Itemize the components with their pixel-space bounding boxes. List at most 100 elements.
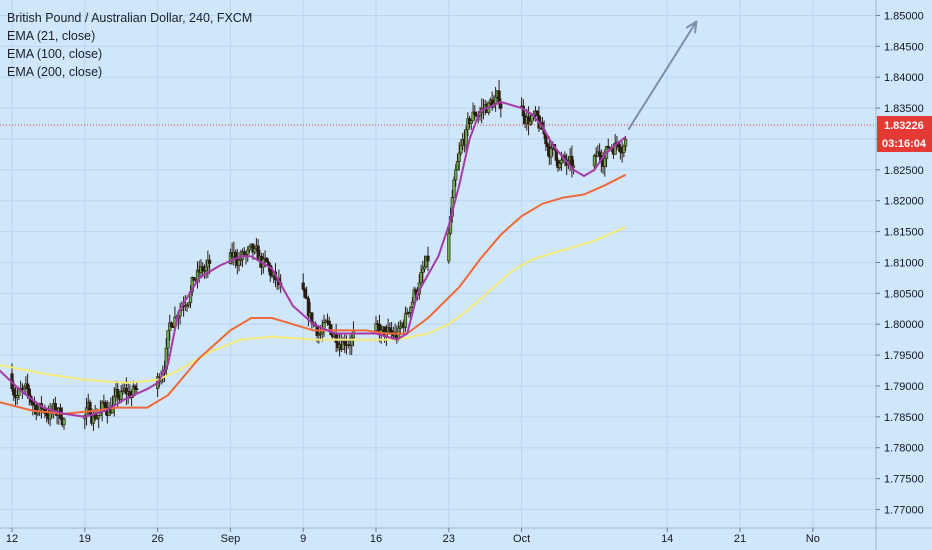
candle-up [493,96,498,104]
candle-up [559,159,564,164]
price-tick-label: 1.77000 [884,504,924,516]
candle-down [169,322,174,328]
candle-up [457,152,461,162]
candle-down [473,111,477,116]
candle-up [592,155,596,167]
price-tick-label: 1.84000 [884,72,924,84]
candle-down [25,383,30,390]
candle-up [558,163,562,169]
price-tick-label: 1.85000 [884,10,924,22]
candle-up [166,330,170,349]
time-tick-label: 12 [6,533,18,545]
ema100-line [0,173,627,415]
candle-down [135,388,139,390]
candle-up [190,277,194,292]
time-tick-label: Oct [513,533,530,545]
ema21-line [0,100,627,418]
candle-down [201,266,205,272]
candle-down [133,385,137,389]
candle-down [545,143,550,148]
candle-down [343,341,347,345]
candle-up [452,179,456,198]
candle-down [27,388,31,397]
grid-layer [0,0,876,528]
time-tick-label: 16 [370,533,382,545]
candle-down [618,146,622,153]
candle-down [12,388,16,396]
candle-down [265,257,269,263]
indicator-ema100-label: EMA (100, close) [7,47,103,61]
candle-down [597,151,602,156]
candle-down [266,261,271,266]
candle-down [208,259,212,264]
candle-up [622,145,626,153]
price-tick-label: 1.81500 [884,227,924,239]
price-tick-label: 1.82500 [884,165,924,177]
ema-layer [0,100,627,418]
candle-up [549,148,553,158]
candle-up [447,232,451,262]
annotation-layer [0,20,876,131]
candle-down [301,282,305,290]
candle-down [104,402,108,410]
price-tick-label: 1.84500 [884,41,924,53]
time-tick-label: 9 [300,533,306,545]
price-tick-label: 1.82000 [884,196,924,208]
last-price-tag [877,115,932,134]
price-tick-label: 1.79500 [884,350,924,362]
price-tick-label: 1.79000 [884,381,924,393]
candle-up [204,266,208,271]
price-tick-label: 1.80500 [884,288,924,300]
candle-up [623,138,628,147]
price-tick-label: 1.78000 [884,443,924,455]
candle-up [571,165,576,168]
time-tick-label: No [806,533,820,545]
trend-arrow-shaft [627,20,698,131]
candle-up [421,268,425,273]
candle-up [455,161,460,171]
candle-down [116,388,120,398]
candle-down [88,401,92,416]
time-tick-label: Sep [221,533,241,545]
time-tick-label: 23 [443,533,455,545]
candle-up [246,249,250,255]
candle-up [253,248,257,253]
candle-down [499,103,503,109]
indicator-ema200-label: EMA (200, close) [7,65,103,79]
last-price-value: 1.83226 [884,120,924,132]
candle-up [409,306,413,313]
candle-down [388,327,392,331]
trend-arrow-head [685,20,698,34]
candle-down [535,110,539,116]
time-tick-label: 26 [151,533,163,545]
candle-up [97,415,101,419]
price-tick-label: 1.83500 [884,103,924,115]
candle-up [119,390,123,400]
candle-up [422,266,427,270]
candle-up [603,158,607,167]
candle-down [426,255,430,262]
indicator-ema21-label: EMA (21, close) [7,29,96,43]
candle-down [497,90,501,105]
time-tick-label: 21 [734,533,746,545]
time-tick-label: 19 [79,533,91,545]
candle-up [247,246,252,251]
bar-countdown: 03:16:04 [882,138,927,150]
candle-down [334,332,338,343]
price-tick-label: 1.78500 [884,412,924,424]
candle-down [303,288,307,298]
symbol-title: British Pound / Australian Dollar, 240, … [7,11,253,25]
candle-down [327,320,331,325]
candle-up [469,120,473,124]
candle-up [459,144,463,154]
candle-up [419,272,423,284]
candle-up [454,169,458,181]
countdown-tag [877,133,932,152]
time-tick-label: 14 [661,533,673,545]
candle-up [187,302,191,306]
candle-up [464,129,468,146]
